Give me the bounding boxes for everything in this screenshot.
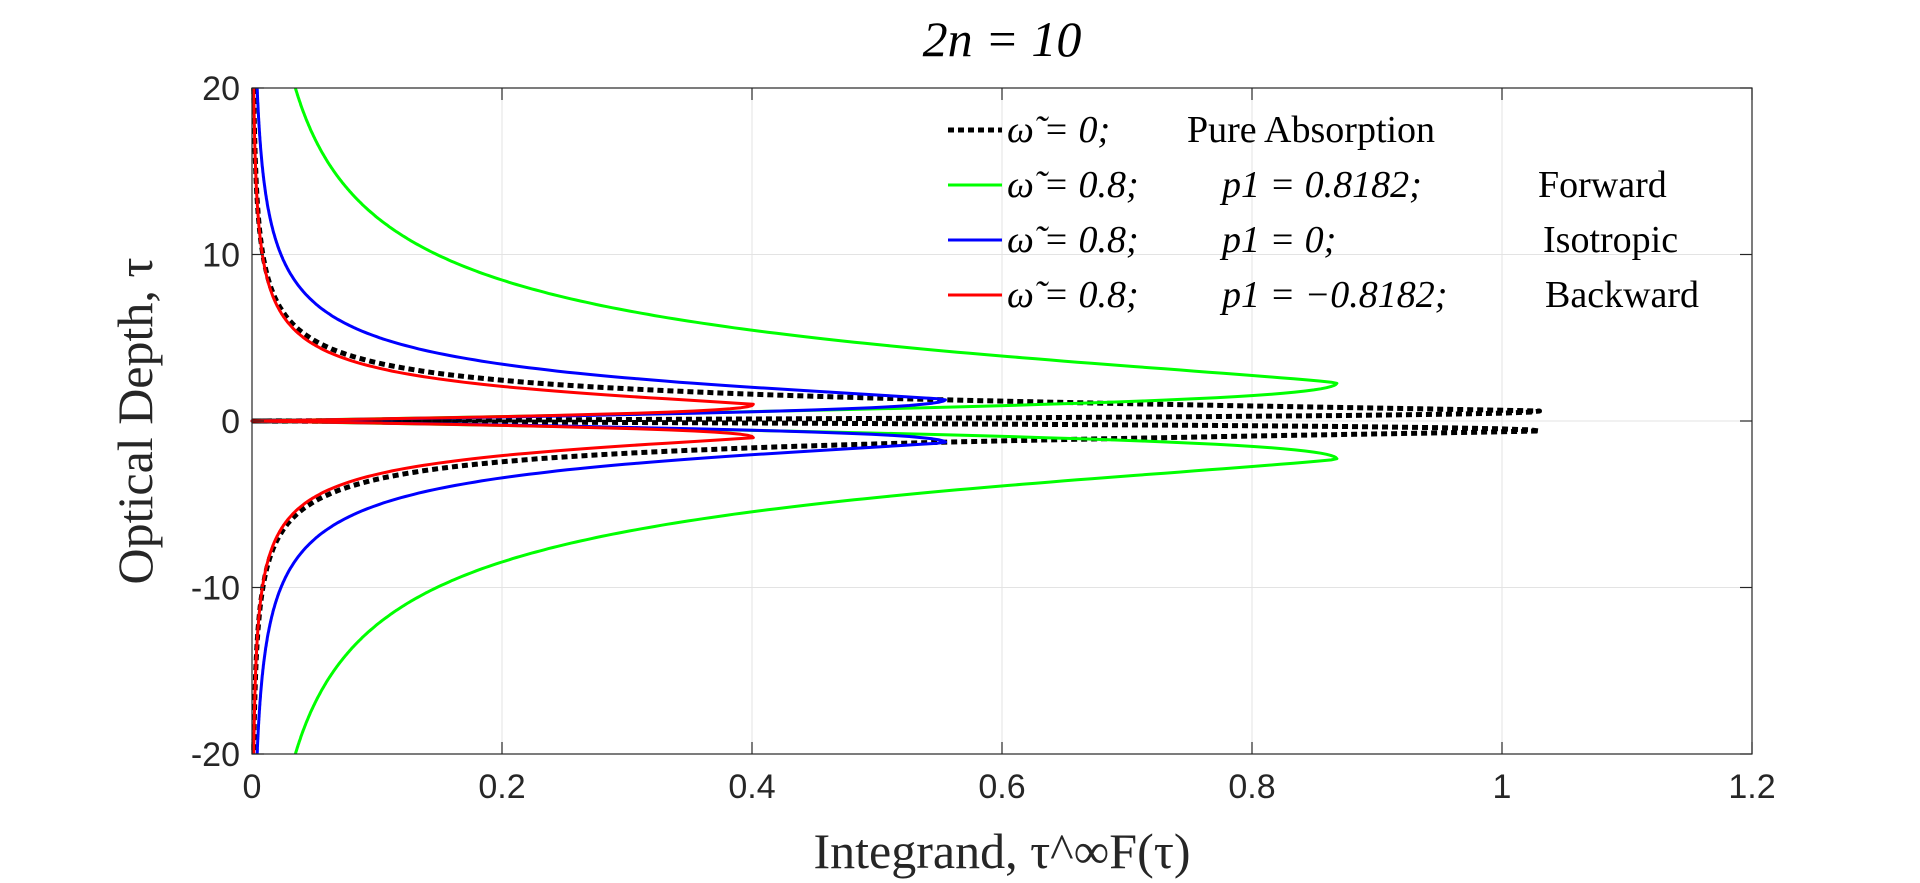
- ticks: 0 0.2 0.4 0.6 0.8 1 1.2 -20 -10 0 10 20: [191, 70, 1776, 806]
- legend-entry-isotropic: ω̃ = 0.8; p1 = 0; Isotropic: [948, 219, 1678, 261]
- legend-label-forward-omega: ω̃ = 0.8;: [1007, 164, 1139, 206]
- legend-entry-backward: ω̃ = 0.8; p1 = −0.8182; Backward: [948, 274, 1699, 316]
- legend-label-forward-p1: p1 = 0.8182;: [1219, 164, 1422, 206]
- legend-label-pure-absorption-name: Pure Absorption: [1187, 109, 1435, 151]
- chart-title: 2n = 10: [923, 11, 1082, 67]
- x-axis-label: Integrand, τ^∞F(τ): [814, 823, 1191, 879]
- x-tick-label: 0.2: [478, 768, 525, 806]
- legend-label-backward-p1: p1 = −0.8182;: [1219, 274, 1447, 316]
- y-tick-label: 10: [202, 237, 240, 275]
- legend-label-pure-absorption-omega: ω̃ = 0;: [1007, 109, 1110, 151]
- legend-label-isotropic-name: Isotropic: [1543, 219, 1678, 261]
- legend-entry-forward: ω̃ = 0.8; p1 = 0.8182; Forward: [948, 164, 1667, 206]
- x-tick-label: 0.8: [1228, 768, 1275, 806]
- x-tick-label: 0.6: [978, 768, 1025, 806]
- legend-label-forward-name: Forward: [1538, 164, 1667, 206]
- legend-entry-pure-absorption: ω̃ = 0; Pure Absorption: [948, 109, 1435, 151]
- x-tick-label: 1.2: [1728, 768, 1775, 806]
- y-tick-label: 0: [221, 403, 240, 441]
- legend-label-backward-name: Backward: [1545, 274, 1699, 316]
- y-tick-label: -20: [191, 736, 240, 774]
- legend: ω̃ = 0; Pure Absorption ω̃ = 0.8; p1 = 0…: [948, 109, 1699, 316]
- y-tick-label: 20: [202, 70, 240, 108]
- legend-label-isotropic-p1: p1 = 0;: [1219, 219, 1336, 261]
- y-tick-label: -10: [191, 570, 240, 608]
- x-tick-label: 1: [1493, 768, 1512, 806]
- x-tick-label: 0.4: [728, 768, 775, 806]
- legend-label-isotropic-omega: ω̃ = 0.8;: [1007, 219, 1139, 261]
- grid: [252, 88, 1752, 754]
- y-axis-label: Optical Depth, τ: [107, 258, 163, 585]
- x-tick-label: 0: [243, 768, 262, 806]
- legend-label-backward-omega: ω̃ = 0.8;: [1007, 274, 1139, 316]
